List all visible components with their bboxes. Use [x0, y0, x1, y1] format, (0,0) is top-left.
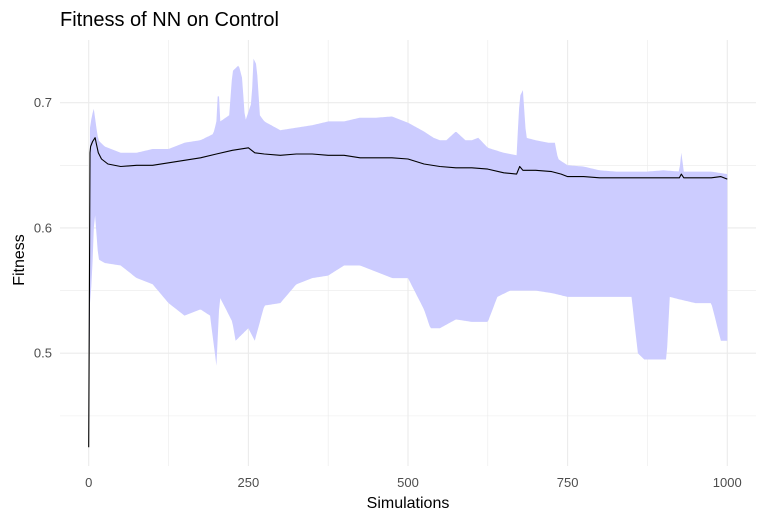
y-tick-label: 0.6 — [34, 220, 52, 235]
x-axis-title: Simulations — [367, 495, 450, 512]
chart-title: Fitness of NN on Control — [60, 9, 279, 31]
y-axis-ticks: 0.5 0.6 0.7 — [34, 95, 52, 361]
y-axis-title: Fitness — [11, 234, 28, 286]
x-tick-label: 750 — [557, 475, 579, 490]
mean-fitness-line — [88, 137, 728, 448]
fitness-range-band — [88, 58, 728, 448]
y-tick-label: 0.5 — [34, 346, 52, 361]
mean-line-path — [88, 137, 728, 448]
x-tick-label: 500 — [397, 475, 419, 490]
x-tick-label: 0 — [85, 475, 92, 490]
x-tick-label: 1000 — [713, 475, 742, 490]
x-tick-label: 250 — [238, 475, 260, 490]
x-axis-ticks: 0 250 500 750 1000 — [85, 475, 742, 490]
y-tick-label: 0.7 — [34, 95, 52, 110]
range-band-area — [88, 58, 728, 448]
